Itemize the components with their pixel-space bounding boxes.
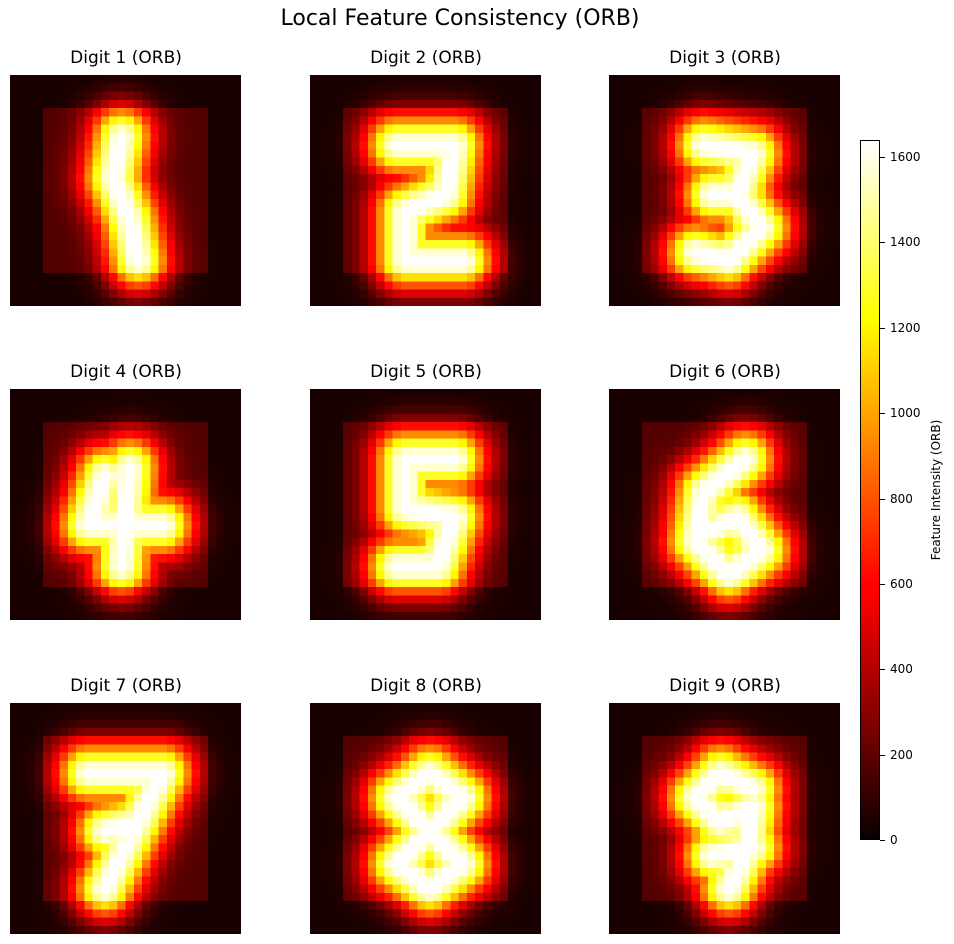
heatmap-digit-8	[310, 703, 541, 934]
heatmap-digit-9	[609, 703, 840, 934]
panel-title: Digit 5 (ORB)	[370, 362, 482, 382]
colorbar-tick-label: 1200	[890, 321, 921, 335]
colorbar-tick-label: 0	[890, 833, 898, 847]
panel-title: Digit 2 (ORB)	[370, 48, 482, 68]
heatmap-digit-7	[10, 703, 241, 934]
colorbar-tick-label: 800	[890, 492, 913, 506]
colorbar-tick	[880, 328, 885, 329]
colorbar-tick-label: 1600	[890, 150, 921, 164]
heatmap-digit-4	[10, 389, 241, 620]
colorbar-tick	[880, 840, 885, 841]
colorbar-tick	[880, 242, 885, 243]
colorbar	[860, 140, 880, 840]
colorbar-label: Feature Intensity (ORB)	[929, 419, 943, 561]
colorbar-tick	[880, 755, 885, 756]
panel-title: Digit 9 (ORB)	[669, 676, 781, 696]
heatmap-digit-3	[609, 75, 840, 306]
colorbar-tick-label: 600	[890, 577, 913, 591]
colorbar-tick-label: 200	[890, 748, 913, 762]
panel-title: Digit 8 (ORB)	[370, 676, 482, 696]
panel-title: Digit 1 (ORB)	[70, 48, 182, 68]
panel-title: Digit 4 (ORB)	[70, 362, 182, 382]
colorbar-tick-label: 1400	[890, 235, 921, 249]
panel-title: Digit 3 (ORB)	[669, 48, 781, 68]
heatmap-digit-1	[10, 75, 241, 306]
panel-title: Digit 7 (ORB)	[70, 676, 182, 696]
colorbar-tick	[880, 413, 885, 414]
heatmap-digit-6	[609, 389, 840, 620]
heatmap-digit-5	[310, 389, 541, 620]
heatmap-digit-2	[310, 75, 541, 306]
colorbar-tick	[880, 669, 885, 670]
chart-title: Local Feature Consistency (ORB)	[280, 6, 640, 31]
colorbar-tick-label: 400	[890, 662, 913, 676]
colorbar-tick	[880, 499, 885, 500]
panel-title: Digit 6 (ORB)	[669, 362, 781, 382]
colorbar-tick	[880, 157, 885, 158]
colorbar-tick	[880, 584, 885, 585]
colorbar-tick-label: 1000	[890, 406, 921, 420]
